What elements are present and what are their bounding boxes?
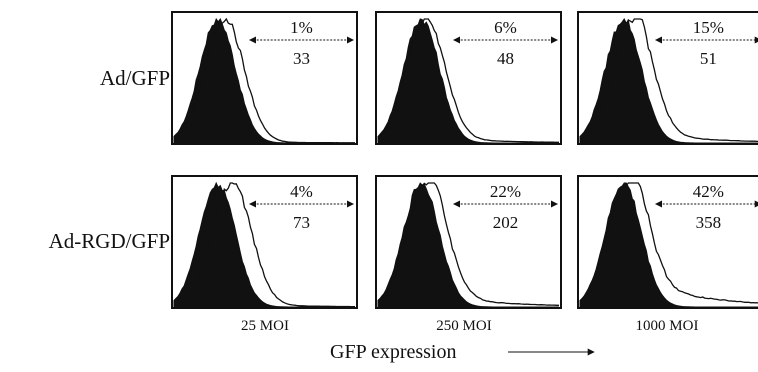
gfp-histogram xyxy=(173,182,355,308)
histogram-panel: 42% 358 xyxy=(577,175,758,309)
gate-percent-label: 22% xyxy=(490,182,521,201)
gate-mfi-label: 51 xyxy=(700,49,717,68)
control-histogram xyxy=(579,18,758,144)
row-label-ad-rgd-gfp: Ad-RGD/GFP xyxy=(48,229,170,253)
histogram-panel: 1% 33 xyxy=(171,11,358,145)
gate-percent-label: 4% xyxy=(290,182,313,201)
gate-mfi-label: 202 xyxy=(493,213,519,232)
gfp-histogram xyxy=(579,18,758,143)
gate-mfi-label: 48 xyxy=(497,49,514,68)
gate-percent-label: 42% xyxy=(693,182,724,201)
gate-percent-label: 6% xyxy=(494,18,517,37)
gate-mfi-label: 33 xyxy=(293,49,310,68)
control-histogram xyxy=(579,182,758,308)
control-histogram xyxy=(377,18,559,144)
gate-percent-label: 1% xyxy=(290,18,313,37)
histogram-panel: 22% 202 xyxy=(375,175,562,309)
col-label-1000-moi: 1000 MOI xyxy=(635,318,699,334)
gfp-histogram xyxy=(173,17,355,144)
gfp-histogram xyxy=(579,182,758,304)
x-axis-title: GFP expression xyxy=(330,341,457,363)
control-histogram xyxy=(377,182,559,308)
col-label-25-moi: 25 MOI xyxy=(241,318,289,334)
histogram-panel: 4% 73 xyxy=(171,175,358,309)
gate-percent-label: 15% xyxy=(693,18,724,37)
col-label-250-moi: 250 MOI xyxy=(436,318,492,334)
histogram-panel: 6% 48 xyxy=(375,11,562,145)
gfp-histogram xyxy=(377,182,559,306)
gfp-histogram xyxy=(377,18,559,143)
control-histogram xyxy=(173,181,355,308)
histogram-panel: 15% 51 xyxy=(577,11,758,145)
gate-mfi-label: 358 xyxy=(696,213,722,232)
gate-mfi-label: 73 xyxy=(293,213,310,232)
row-label-ad-gfp: Ad/GFP xyxy=(99,66,170,90)
